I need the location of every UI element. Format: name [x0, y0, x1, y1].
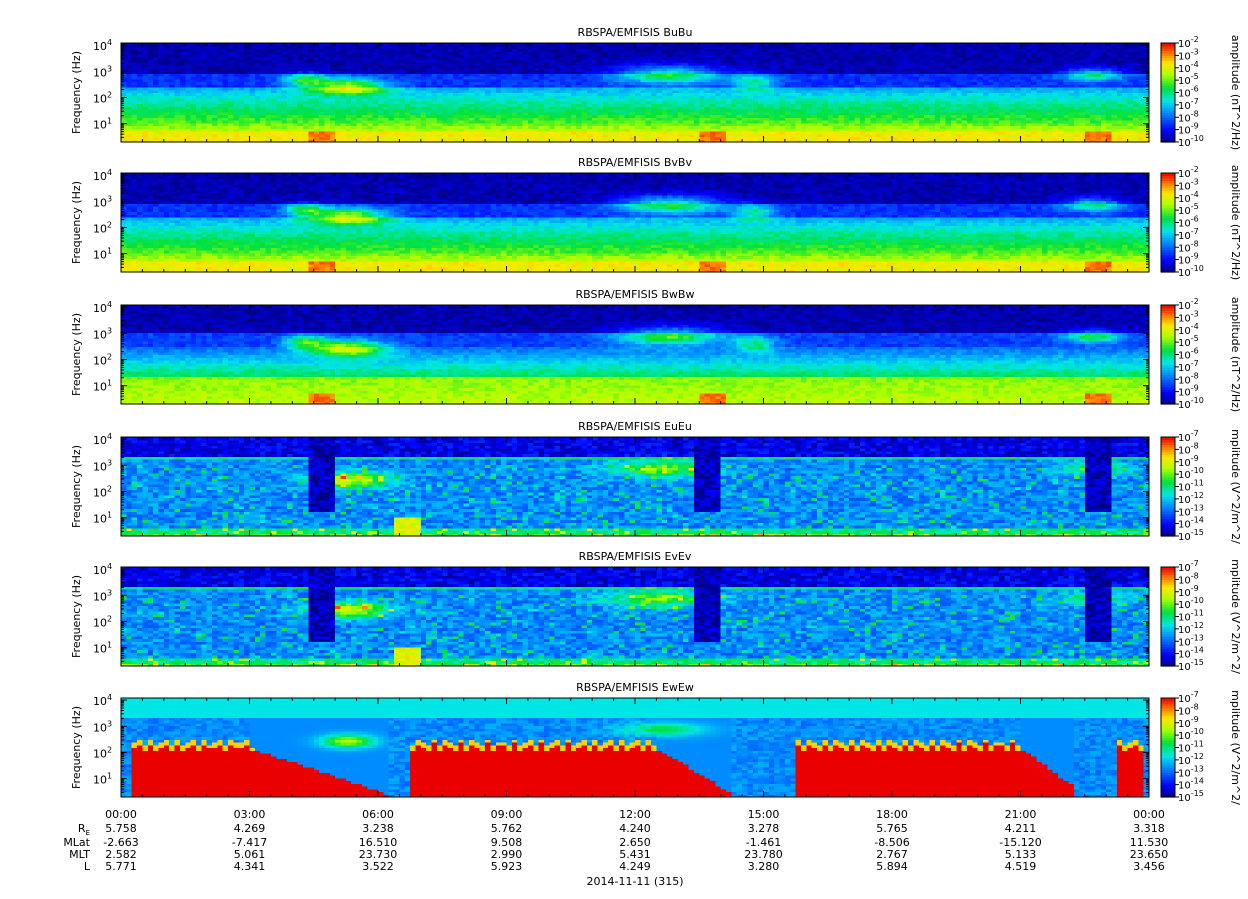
- spectrogram-cell: [169, 43, 175, 46]
- spectrogram-image: [121, 43, 1150, 143]
- spectrogram-cell: [142, 43, 148, 46]
- spectrogram-cell: [255, 43, 261, 46]
- spectrogram-cell: [464, 43, 470, 46]
- spectrogram-cell: [432, 43, 438, 46]
- spectrogram-cell: [303, 43, 309, 46]
- spectrogram-cell: [191, 43, 197, 46]
- spectrogram-cell: [346, 43, 352, 46]
- spectrogram-cell: [250, 43, 256, 46]
- spectrogram-cell: [383, 43, 389, 46]
- spectrogram-cell: [367, 43, 373, 46]
- spectrogram-cell: [196, 43, 202, 46]
- spectrogram-cell: [276, 43, 282, 46]
- spectrogram-cell: [490, 43, 496, 46]
- spectrogram-cell: [164, 43, 170, 46]
- spectrogram-cell: [442, 43, 448, 46]
- spectrogram-cell: [341, 43, 347, 46]
- spectrogram-cell: [298, 43, 304, 46]
- spectrogram-cell: [314, 43, 320, 46]
- spectrogram-cell: [469, 43, 475, 46]
- spectrogram-cell: [335, 43, 341, 46]
- spectrogram-cell: [448, 43, 454, 46]
- spectrogram-cell: [175, 43, 181, 46]
- spectrogram-cell: [324, 43, 330, 46]
- spectrogram-cell: [132, 43, 138, 46]
- spectrogram-cell: [260, 43, 266, 46]
- spectrogram-cell: [378, 43, 384, 46]
- spectrogram-cell: [271, 43, 277, 46]
- spectrogram-cell: [148, 43, 154, 46]
- spectrogram-cell: [282, 43, 288, 46]
- spectrogram-cell: [405, 43, 411, 46]
- spectrogram-cell: [474, 43, 480, 46]
- spectrogram-cell: [217, 43, 223, 46]
- spectrogram-cell: [399, 43, 405, 46]
- spectrogram-cell: [153, 43, 159, 46]
- spectrogram-cell: [207, 43, 213, 46]
- spectrogram-cell: [126, 43, 132, 46]
- spectrogram-cell: [228, 43, 234, 46]
- spectrogram-cell: [453, 43, 459, 46]
- spectrogram-cell: [212, 43, 218, 46]
- spectrogram-cell: [362, 43, 368, 46]
- spectrogram-cell: [233, 43, 239, 46]
- spectrogram-cell: [485, 43, 491, 46]
- spectrogram-cell: [426, 43, 432, 46]
- spectrogram-cell: [410, 43, 416, 46]
- spectrogram-cell: [357, 43, 363, 46]
- spectrogram-cell: [319, 43, 325, 46]
- spectrogram-cell: [292, 43, 298, 46]
- spectrogram-cell: [239, 43, 245, 46]
- spectrogram-cell: [421, 43, 427, 46]
- spectrogram-cell: [185, 43, 191, 46]
- spectrogram-cell: [389, 43, 395, 46]
